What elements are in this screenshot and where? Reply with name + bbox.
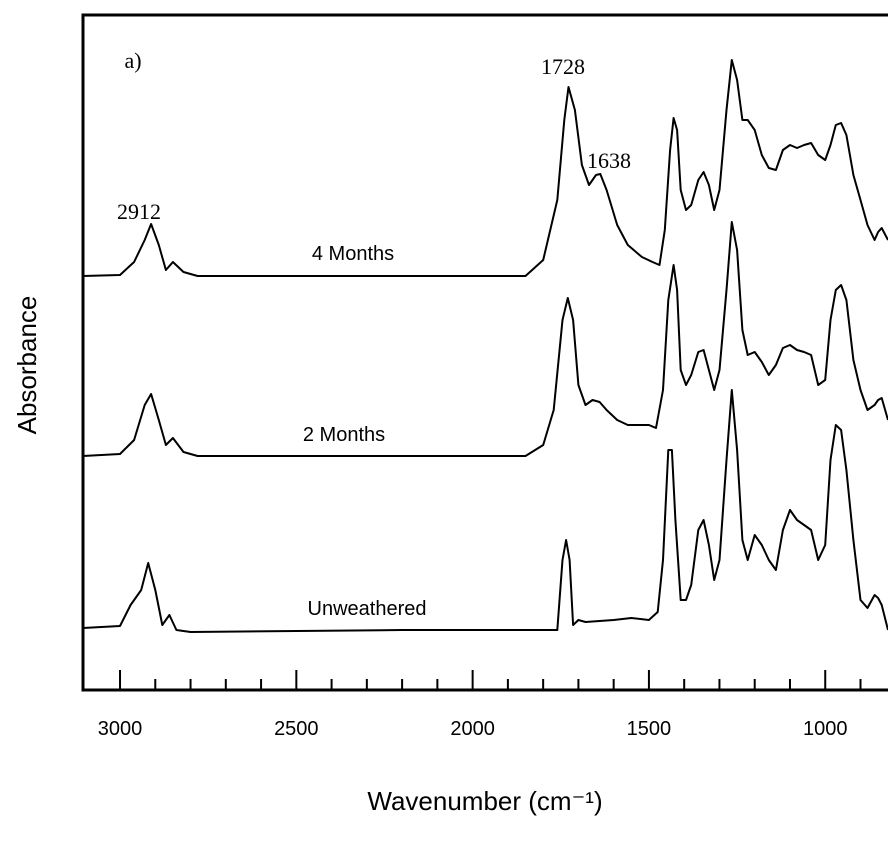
spectrum-line bbox=[82, 221, 888, 457]
x-tick-label: 1000 bbox=[803, 718, 848, 740]
x-tick-label: 1500 bbox=[627, 718, 672, 740]
spectrum-line bbox=[82, 59, 888, 277]
plot-frame bbox=[81, 13, 888, 692]
annotation: 1728 bbox=[541, 54, 585, 79]
x-tick-label: 2000 bbox=[450, 718, 495, 740]
annotation: a) bbox=[124, 48, 141, 73]
series-label: 4 Months bbox=[312, 243, 394, 265]
x-tick-label: 2500 bbox=[274, 718, 319, 740]
annotation: 2912 bbox=[117, 199, 161, 224]
series-label: 2 Months bbox=[303, 424, 385, 446]
annotation: 1638 bbox=[587, 148, 631, 173]
x-tick-label: 3000 bbox=[98, 718, 143, 740]
y-axis-label: Absorbance bbox=[12, 296, 42, 435]
series-label: Unweathered bbox=[308, 598, 427, 620]
x-axis-label: Wavenumber (cm⁻¹) bbox=[367, 786, 602, 816]
spectrum-line bbox=[82, 389, 888, 633]
